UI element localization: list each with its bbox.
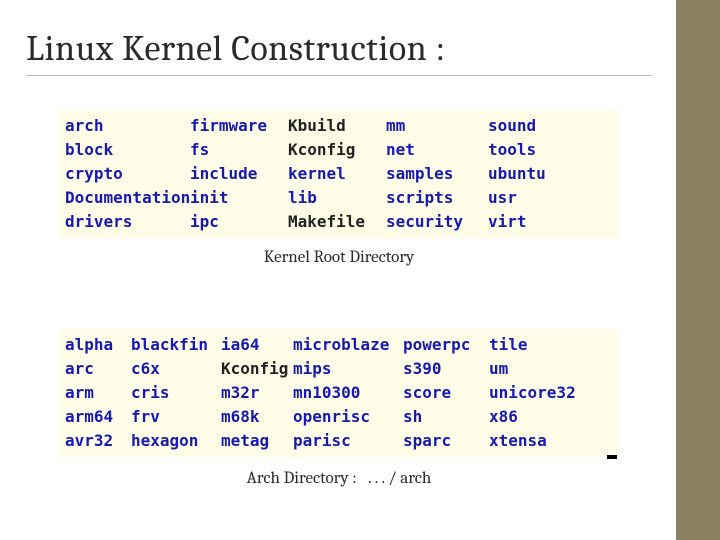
directory-entry: arm64 <box>65 405 131 429</box>
directory-entry: usr <box>488 186 613 210</box>
directory-entry: xtensa <box>489 429 613 453</box>
terminal-cursor <box>59 455 619 459</box>
directory-entry: mn10300 <box>293 381 403 405</box>
slide-title: Linux Kernel Construction : <box>26 28 652 76</box>
directory-entry: samples <box>386 162 488 186</box>
directory-entry: avr32 <box>65 429 131 453</box>
kernel-root-listing: archfirmwareKbuildmmsound blockfsKconfign… <box>59 110 619 238</box>
directory-entry: c6x <box>131 357 221 381</box>
directory-entry: ia64 <box>221 333 293 357</box>
directory-entry: arm <box>65 381 131 405</box>
directory-entry: init <box>190 186 288 210</box>
directory-entry: kernel <box>288 162 386 186</box>
directory-entry: mm <box>386 114 488 138</box>
file-entry: Makefile <box>288 210 386 234</box>
directory-entry: m68k <box>221 405 293 429</box>
decorative-side-stripe <box>676 0 720 540</box>
kernel-listing-block: archfirmwareKbuildmmsound blockfsKconfign… <box>59 110 619 267</box>
directory-entry: mips <box>293 357 403 381</box>
kernel-listing-caption: Kernel Root Directory <box>59 248 619 267</box>
directory-entry: um <box>489 357 613 381</box>
directory-entry: ubuntu <box>488 162 613 186</box>
directory-entry: metag <box>221 429 293 453</box>
directory-entry: score <box>403 381 489 405</box>
directory-entry: firmware <box>190 114 288 138</box>
directory-entry: hexagon <box>131 429 221 453</box>
directory-entry: m32r <box>221 381 293 405</box>
directory-entry: lib <box>288 186 386 210</box>
directory-entry: Documentation <box>65 186 190 210</box>
directory-entry: sparc <box>403 429 489 453</box>
directory-entry: arch <box>65 114 190 138</box>
directory-entry: openrisc <box>293 405 403 429</box>
directory-entry: cris <box>131 381 221 405</box>
directory-entry: s390 <box>403 357 489 381</box>
directory-entry: blackfin <box>131 333 221 357</box>
directory-entry: tools <box>488 138 613 162</box>
directory-entry: include <box>190 162 288 186</box>
file-entry: Kconfig <box>288 138 386 162</box>
directory-entry: ipc <box>190 210 288 234</box>
directory-entry: alpha <box>65 333 131 357</box>
directory-entry: scripts <box>386 186 488 210</box>
arch-directory-listing: alphablackfinia64microblazepowerpctile ar… <box>59 329 619 457</box>
directory-entry: drivers <box>65 210 190 234</box>
directory-entry: sh <box>403 405 489 429</box>
directory-entry: sound <box>488 114 613 138</box>
directory-entry: crypto <box>65 162 190 186</box>
directory-entry: powerpc <box>403 333 489 357</box>
directory-entry: block <box>65 138 190 162</box>
directory-entry: frv <box>131 405 221 429</box>
slide-content: Linux Kernel Construction : archfirmware… <box>0 0 676 540</box>
directory-entry: unicore32 <box>489 381 613 405</box>
directory-entry: security <box>386 210 488 234</box>
directory-entry: tile <box>489 333 613 357</box>
directory-entry: virt <box>488 210 613 234</box>
directory-entry: fs <box>190 138 288 162</box>
arch-listing-block: alphablackfinia64microblazepowerpctile ar… <box>59 329 619 488</box>
file-entry: Kbuild <box>288 114 386 138</box>
directory-entry: x86 <box>489 405 613 429</box>
directory-entry: parisc <box>293 429 403 453</box>
directory-entry: arc <box>65 357 131 381</box>
directory-entry: net <box>386 138 488 162</box>
arch-listing-caption: Arch Directory : . . . / arch <box>59 469 619 488</box>
directory-entry: microblaze <box>293 333 403 357</box>
file-entry: Kconfig <box>221 357 293 381</box>
